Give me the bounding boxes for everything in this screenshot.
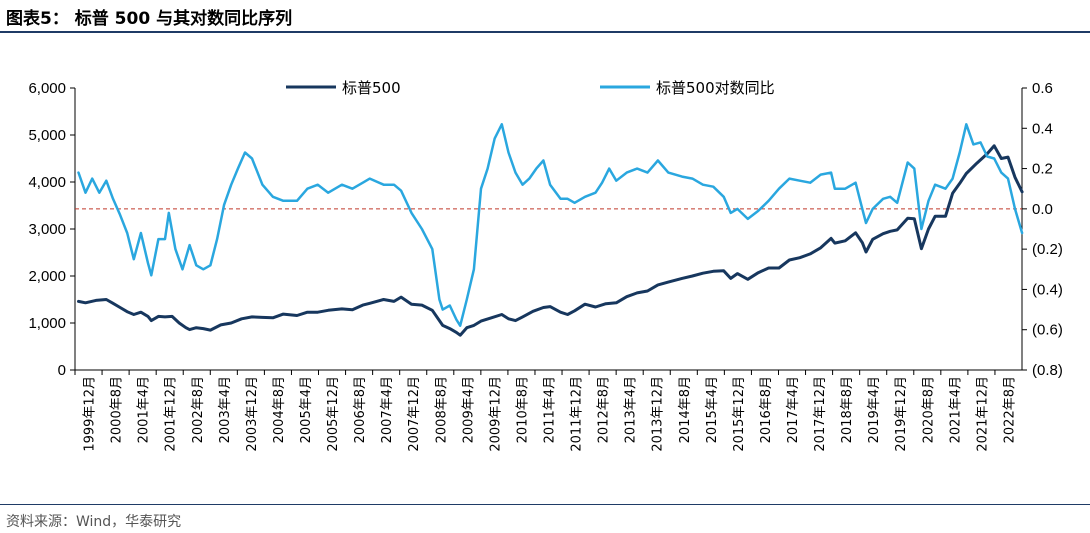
x-tick-label: 2007年12月 <box>407 376 422 452</box>
x-tick-label: 2015年4月 <box>705 376 720 443</box>
x-tick-label: 2006年8月 <box>353 376 368 443</box>
line-chart: 0 1,000 2,000 3,000 4,000 5,000 6,000 (0.8) (0.6… <box>28 79 1063 452</box>
x-tick-label: 2014年8月 <box>678 376 693 443</box>
x-tick-label: 2009年12月 <box>488 376 503 452</box>
y-left-tick-label: 1,000 <box>28 315 66 332</box>
x-tick-label: 2010年8月 <box>515 376 530 443</box>
y-right-tick-label: 0.0 <box>1032 201 1053 218</box>
series-line-spx-log-yoy <box>77 123 1024 327</box>
x-tick-label: 2011年4月 <box>543 376 558 443</box>
figure-title: 图表5： 标普 500 与其对数同比序列 <box>6 9 293 29</box>
y-left-tick-label: 3,000 <box>28 221 66 238</box>
x-tick-label: 2018年8月 <box>840 376 855 443</box>
x-tick-label: 2000年8月 <box>110 376 125 443</box>
y-left-tick-label: 4,000 <box>28 174 66 191</box>
x-tick-label: 2003年12月 <box>245 376 260 452</box>
x-tick-label: 2002年8月 <box>191 376 206 443</box>
x-tick-label: 2022年8月 <box>1002 376 1017 443</box>
series-line-spx <box>77 144 1024 337</box>
x-tick-label: 2011年12月 <box>570 376 585 452</box>
x-tick-label: 2019年12月 <box>894 376 909 452</box>
x-tick-label: 2001年12月 <box>164 376 179 452</box>
x-tick-label: 2012年8月 <box>597 376 612 443</box>
x-tick-label: 2016年8月 <box>759 376 774 443</box>
y-right-tick-label: (0.2) <box>1032 241 1063 258</box>
y-left-tick-label: 0 <box>58 362 66 379</box>
x-tick-label: 2005年12月 <box>326 376 341 452</box>
x-tick-label: 2013年4月 <box>624 376 639 443</box>
legend-label: 标普500对数同比 <box>656 79 775 97</box>
x-tick-label: 2015年12月 <box>732 376 747 452</box>
x-tick-label: 2003年4月 <box>218 376 233 443</box>
x-tick-label: 2004年8月 <box>272 376 287 443</box>
x-tick-label: 2020年8月 <box>921 376 936 443</box>
x-tick-label: 2001年4月 <box>137 376 152 443</box>
x-tick-label: 2021年4月 <box>948 376 963 443</box>
x-tick-label: 2021年12月 <box>975 376 990 452</box>
footer-divider <box>0 504 1090 505</box>
y-left-tick-label: 2,000 <box>28 268 66 285</box>
y-right-tick-label: 0.2 <box>1032 161 1053 178</box>
y-right-tick-label: (0.4) <box>1032 281 1063 298</box>
x-tick-label: 2008年8月 <box>434 376 449 443</box>
x-tick-label: 2017年4月 <box>786 376 801 443</box>
x-tick-label: 2019年4月 <box>867 376 882 443</box>
x-tick-label: 2005年4月 <box>299 376 314 443</box>
source-note: 资料来源：Wind，华泰研究 <box>6 514 182 530</box>
legend-label: 标普500 <box>342 79 401 97</box>
title-divider <box>0 31 1090 33</box>
x-tick-label: 1999年12月 <box>83 376 98 452</box>
x-tick-label: 2007年4月 <box>380 376 395 443</box>
y-left-tick-label: 5,000 <box>28 127 66 144</box>
y-right-tick-label: 0.4 <box>1032 120 1053 137</box>
x-tick-label: 2009年4月 <box>461 376 476 443</box>
y-right-tick-label: (0.6) <box>1032 322 1063 339</box>
x-tick-label: 2013年12月 <box>651 376 666 452</box>
y-left-tick-label: 6,000 <box>28 80 66 97</box>
x-tick-label: 2017年12月 <box>813 376 828 452</box>
y-right-tick-label: 0.6 <box>1032 80 1053 97</box>
y-right-tick-label: (0.8) <box>1032 362 1063 379</box>
